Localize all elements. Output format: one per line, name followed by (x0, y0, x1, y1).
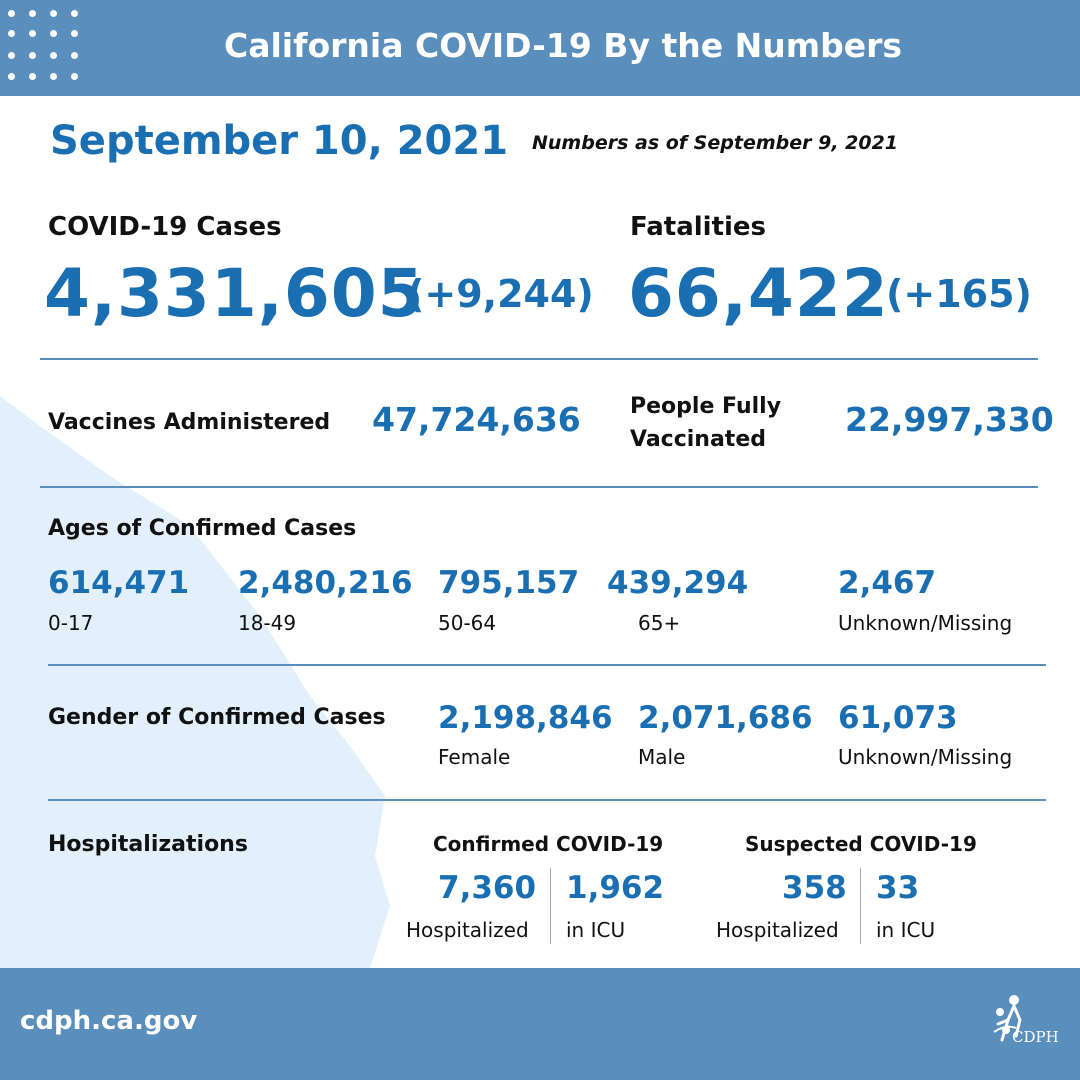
gender-value: 2,198,846 (438, 700, 613, 736)
suspected-hospitalized-value: 358 (782, 870, 847, 906)
dot-grid-decoration (8, 10, 88, 86)
age-label: 65+ (638, 611, 681, 635)
divider (48, 799, 1046, 801)
age-label: 0-17 (48, 611, 94, 635)
cdph-logo-icon (993, 995, 1022, 1042)
confirmed-hospitalized-label: Hospitalized (406, 918, 529, 942)
cases-label: COVID-19 Cases (48, 212, 282, 242)
hospitalizations-label: Hospitalizations (48, 832, 248, 857)
age-label: 50-64 (438, 611, 497, 635)
page-title: California COVID-19 By the Numbers (224, 26, 902, 65)
age-label: Unknown/Missing (838, 611, 1013, 635)
age-label: 18-49 (238, 611, 297, 635)
suspected-icu-label: in ICU (876, 918, 936, 942)
age-value: 614,471 (48, 565, 190, 601)
fully-vaccinated-label-line1: People Fully (630, 394, 782, 419)
confirmed-icu-value: 1,962 (566, 870, 665, 906)
divider (48, 664, 1046, 666)
age-value: 795,157 (438, 565, 580, 601)
suspected-icu-value: 33 (876, 870, 920, 906)
california-map-background (0, 396, 390, 968)
gender-label: Female (438, 745, 511, 769)
divider (40, 358, 1038, 360)
fully-vaccinated-value: 22,997,330 (845, 400, 1054, 439)
confirmed-hospitalized-value: 7,360 (438, 870, 537, 906)
gender-label: Gender of Confirmed Cases (48, 705, 386, 730)
cases-change: (+9,244) (407, 272, 594, 316)
footer-banner: cdph.ca.gov CDPH (0, 968, 1080, 1080)
fatalities-total: 66,422 (628, 255, 889, 332)
gender-value: 2,071,686 (638, 700, 813, 736)
age-value: 2,467 (838, 565, 937, 601)
confirmed-heading: Confirmed COVID-19 (433, 832, 664, 856)
ages-label: Ages of Confirmed Cases (48, 516, 357, 541)
gender-value: 61,073 (838, 700, 958, 736)
suspected-heading: Suspected COVID-19 (745, 832, 977, 856)
report-date: September 10, 2021 (50, 118, 509, 164)
age-value: 439,294 (607, 565, 749, 601)
as-of-note: Numbers as of September 9, 2021 (532, 132, 899, 154)
suspected-hospitalized-label: Hospitalized (716, 918, 839, 942)
age-value: 2,480,216 (238, 565, 413, 601)
fully-vaccinated-label-line2: Vaccinated (630, 427, 766, 452)
fatalities-change: (+165) (886, 272, 1032, 316)
column-divider (550, 868, 551, 944)
vaccines-label: Vaccines Administered (48, 410, 331, 435)
confirmed-icu-label: in ICU (566, 918, 626, 942)
column-divider (860, 868, 861, 944)
gender-label: Male (638, 745, 686, 769)
cases-total: 4,331,605 (44, 255, 425, 332)
gender-label: Unknown/Missing (838, 745, 1013, 769)
fatalities-label: Fatalities (630, 212, 767, 242)
website-link[interactable]: cdph.ca.gov (20, 1006, 198, 1036)
vaccines-value: 47,724,636 (372, 400, 581, 439)
header-banner: California COVID-19 By the Numbers (0, 0, 1080, 96)
divider (40, 486, 1038, 488)
cdph-logo-text: CDPH (1012, 1028, 1059, 1046)
